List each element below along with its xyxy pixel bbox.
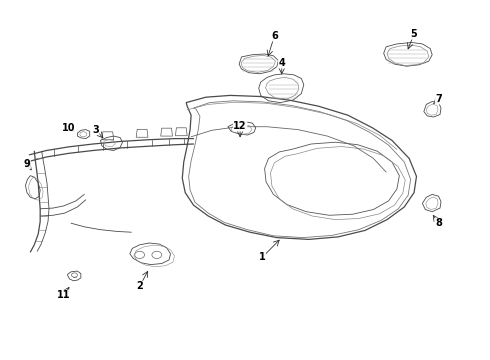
Text: 5: 5 bbox=[411, 29, 417, 39]
Text: 3: 3 bbox=[92, 125, 99, 135]
Text: 6: 6 bbox=[271, 31, 278, 41]
Text: 9: 9 bbox=[24, 159, 30, 169]
Text: 12: 12 bbox=[233, 121, 247, 131]
Text: 7: 7 bbox=[435, 94, 442, 104]
Text: 1: 1 bbox=[259, 252, 266, 262]
Text: 10: 10 bbox=[62, 123, 75, 133]
Text: 2: 2 bbox=[136, 281, 143, 291]
Text: 11: 11 bbox=[57, 290, 71, 300]
Text: 8: 8 bbox=[435, 218, 442, 228]
Text: 4: 4 bbox=[278, 58, 285, 68]
